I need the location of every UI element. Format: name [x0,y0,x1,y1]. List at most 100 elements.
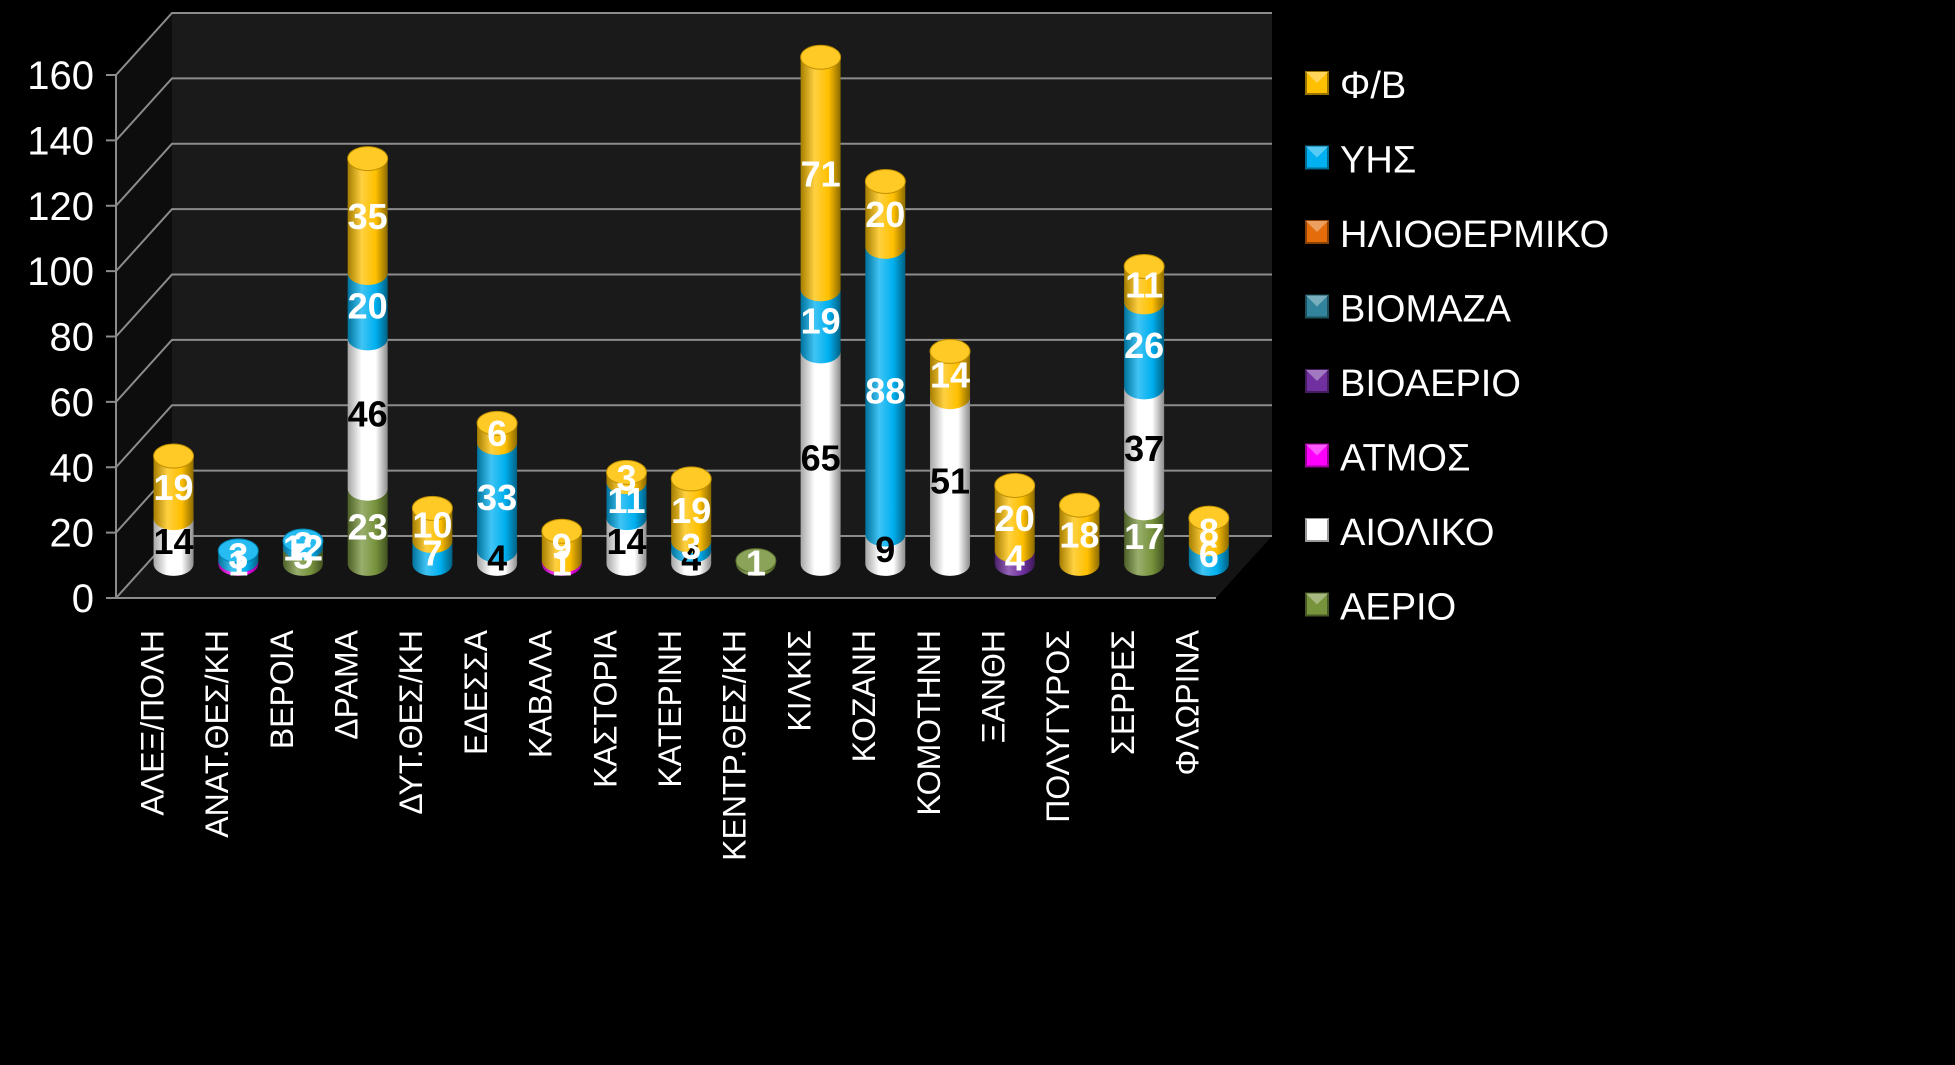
x-tick-label: ΑΛΕΞ/ΠΟΛΗ [134,630,170,816]
data-label: 19 [154,467,194,508]
bar-top-cap [670,466,712,492]
y-tick-label: 40 [50,446,95,490]
legend-swatch-highlight [1306,519,1328,530]
legend-swatch-highlight [1306,295,1328,307]
bar-stack [153,443,195,576]
bar-stack [929,338,971,576]
data-label: 46 [348,394,388,435]
bar-segment [671,478,712,554]
data-label: 12 [283,528,323,569]
bar-segment [1124,387,1165,521]
bar-top-cap [217,538,259,564]
y-tick-label: 80 [50,316,95,360]
legend-item: ΑΕΡΙΟ [1305,587,1456,629]
data-label: 20 [348,286,388,327]
data-label: 19 [801,300,841,341]
bar-segment [1124,266,1165,315]
data-label: 35 [348,196,388,237]
gridline [115,77,1272,142]
y-tick-label: 0 [72,577,94,621]
y-tick-label: 60 [50,381,95,425]
data-label: 18 [1059,514,1099,555]
bar-segment [606,482,647,531]
bar-segment [930,397,971,576]
gridline [115,404,1272,468]
data-label: 11 [607,480,645,521]
bar-top-cap [864,168,906,194]
y-tick-label: 160 [27,54,94,98]
bar-top-cap [735,548,777,574]
legend-label: ΑΕΡΙΟ [1340,587,1456,629]
x-tick-label: ΠΟΛΥΓΥΡΟΣ [1040,630,1076,823]
x-tick-label: ΚΙΛΚΙΣ [781,630,817,732]
legend-label: ΑΤΜΟΣ [1340,438,1470,480]
bar-stack [1058,492,1100,576]
legend-item: ΒΙΟΜΑΖΑ [1305,289,1512,331]
bar-top-cap [476,410,518,436]
data-label: 9 [552,526,572,567]
bar-segment [800,351,841,576]
legend: Φ/Β ΥΗΣ ΗΛΙΟΘΕΡΜΙΚΟ ΒΙΟΜΑΖΑ ΒΙΟΑΕΡΙΟ ΑΤΜΟΣ ΑΙΟ… [1305,65,1609,629]
bar-stack [217,538,259,576]
legend-swatch-highlight [1306,370,1328,381]
bar-stack [282,528,324,576]
y-tick-label: 20 [50,512,95,556]
legend-item: ΥΗΣ [1305,140,1416,182]
bar-stack [800,44,842,576]
legend-item: ΑΤΜΟΣ [1305,438,1470,480]
data-label: 10 [412,505,452,546]
y-tick-label: 140 [27,119,94,163]
data-label: 17 [1124,516,1164,557]
legend-swatch-highlight [1306,444,1328,456]
data-label: 11 [1125,264,1163,305]
bar-top-cap [929,338,971,364]
legend-swatch-highlight [1306,593,1328,605]
bar-segment [800,57,841,302]
gridline [115,273,1272,338]
data-label: 19 [671,490,711,531]
gridline [115,12,1272,76]
gridline [115,142,1272,207]
bar-segment [477,442,518,563]
data-label: 51 [930,461,970,502]
bar-segment [606,518,647,576]
legend-label: ΥΗΣ [1340,140,1416,182]
data-label: 1 [746,542,766,583]
data-label: 3 [681,526,701,567]
bar-segment [347,158,388,285]
legend-item: ΒΙΟΑΕΡΙΟ [1305,363,1521,405]
x-tick-label: ΞΑΝΘΗ [976,630,1012,743]
data-label: 14 [930,354,970,395]
legend-swatch-highlight [1306,146,1328,158]
gridline [115,338,1272,403]
bar-segment [994,485,1035,563]
data-label: 4 [681,537,701,578]
bar-segment [800,289,841,364]
x-tick-label: ΚΑΒΑΛΑ [523,629,559,758]
data-label: 14 [154,521,194,562]
x-axis: ΑΛΕΞ/ΠΟΛΗ ΑΝΑΤ.ΘΕΣ/ΚΗ ΒΕΡΟΙΑ ΔΡΑΜΑ ΔΥΤ.ΘΕΣ/Κ… [134,629,1205,861]
x-tick-label: ΕΔΕΣΣΑ [458,629,494,755]
x-tick-label: ΚΟΖΑΝΗ [846,630,882,762]
legend-item: Φ/Β [1305,65,1406,107]
x-tick-label: ΚΑΣΤΟΡΙΑ [587,629,623,788]
data-label: 8 [1199,511,1219,552]
bar-top-cap [541,518,583,544]
data-label: 4 [487,537,507,578]
data-label: 20 [995,498,1035,539]
data-label: 23 [348,506,388,547]
data-label: 71 [801,153,841,194]
bar-segment [930,351,971,410]
legend-item: ΑΙΟΛΙΚΟ [1305,512,1494,554]
bar-segment [865,246,906,547]
x-tick-label: ΚΟΜΟΤΗΝΗ [911,630,947,816]
bar-top-cap [994,472,1036,498]
bar-top-cap [1058,492,1100,518]
x-tick-label: ΑΝΑΤ.ΘΕΣ/ΚΗ [199,630,235,838]
data-label: 4 [1005,537,1025,578]
bar-top-cap [153,443,195,469]
bar-segment [412,508,453,554]
data-label: 33 [477,477,517,518]
bar-stack [541,518,583,576]
